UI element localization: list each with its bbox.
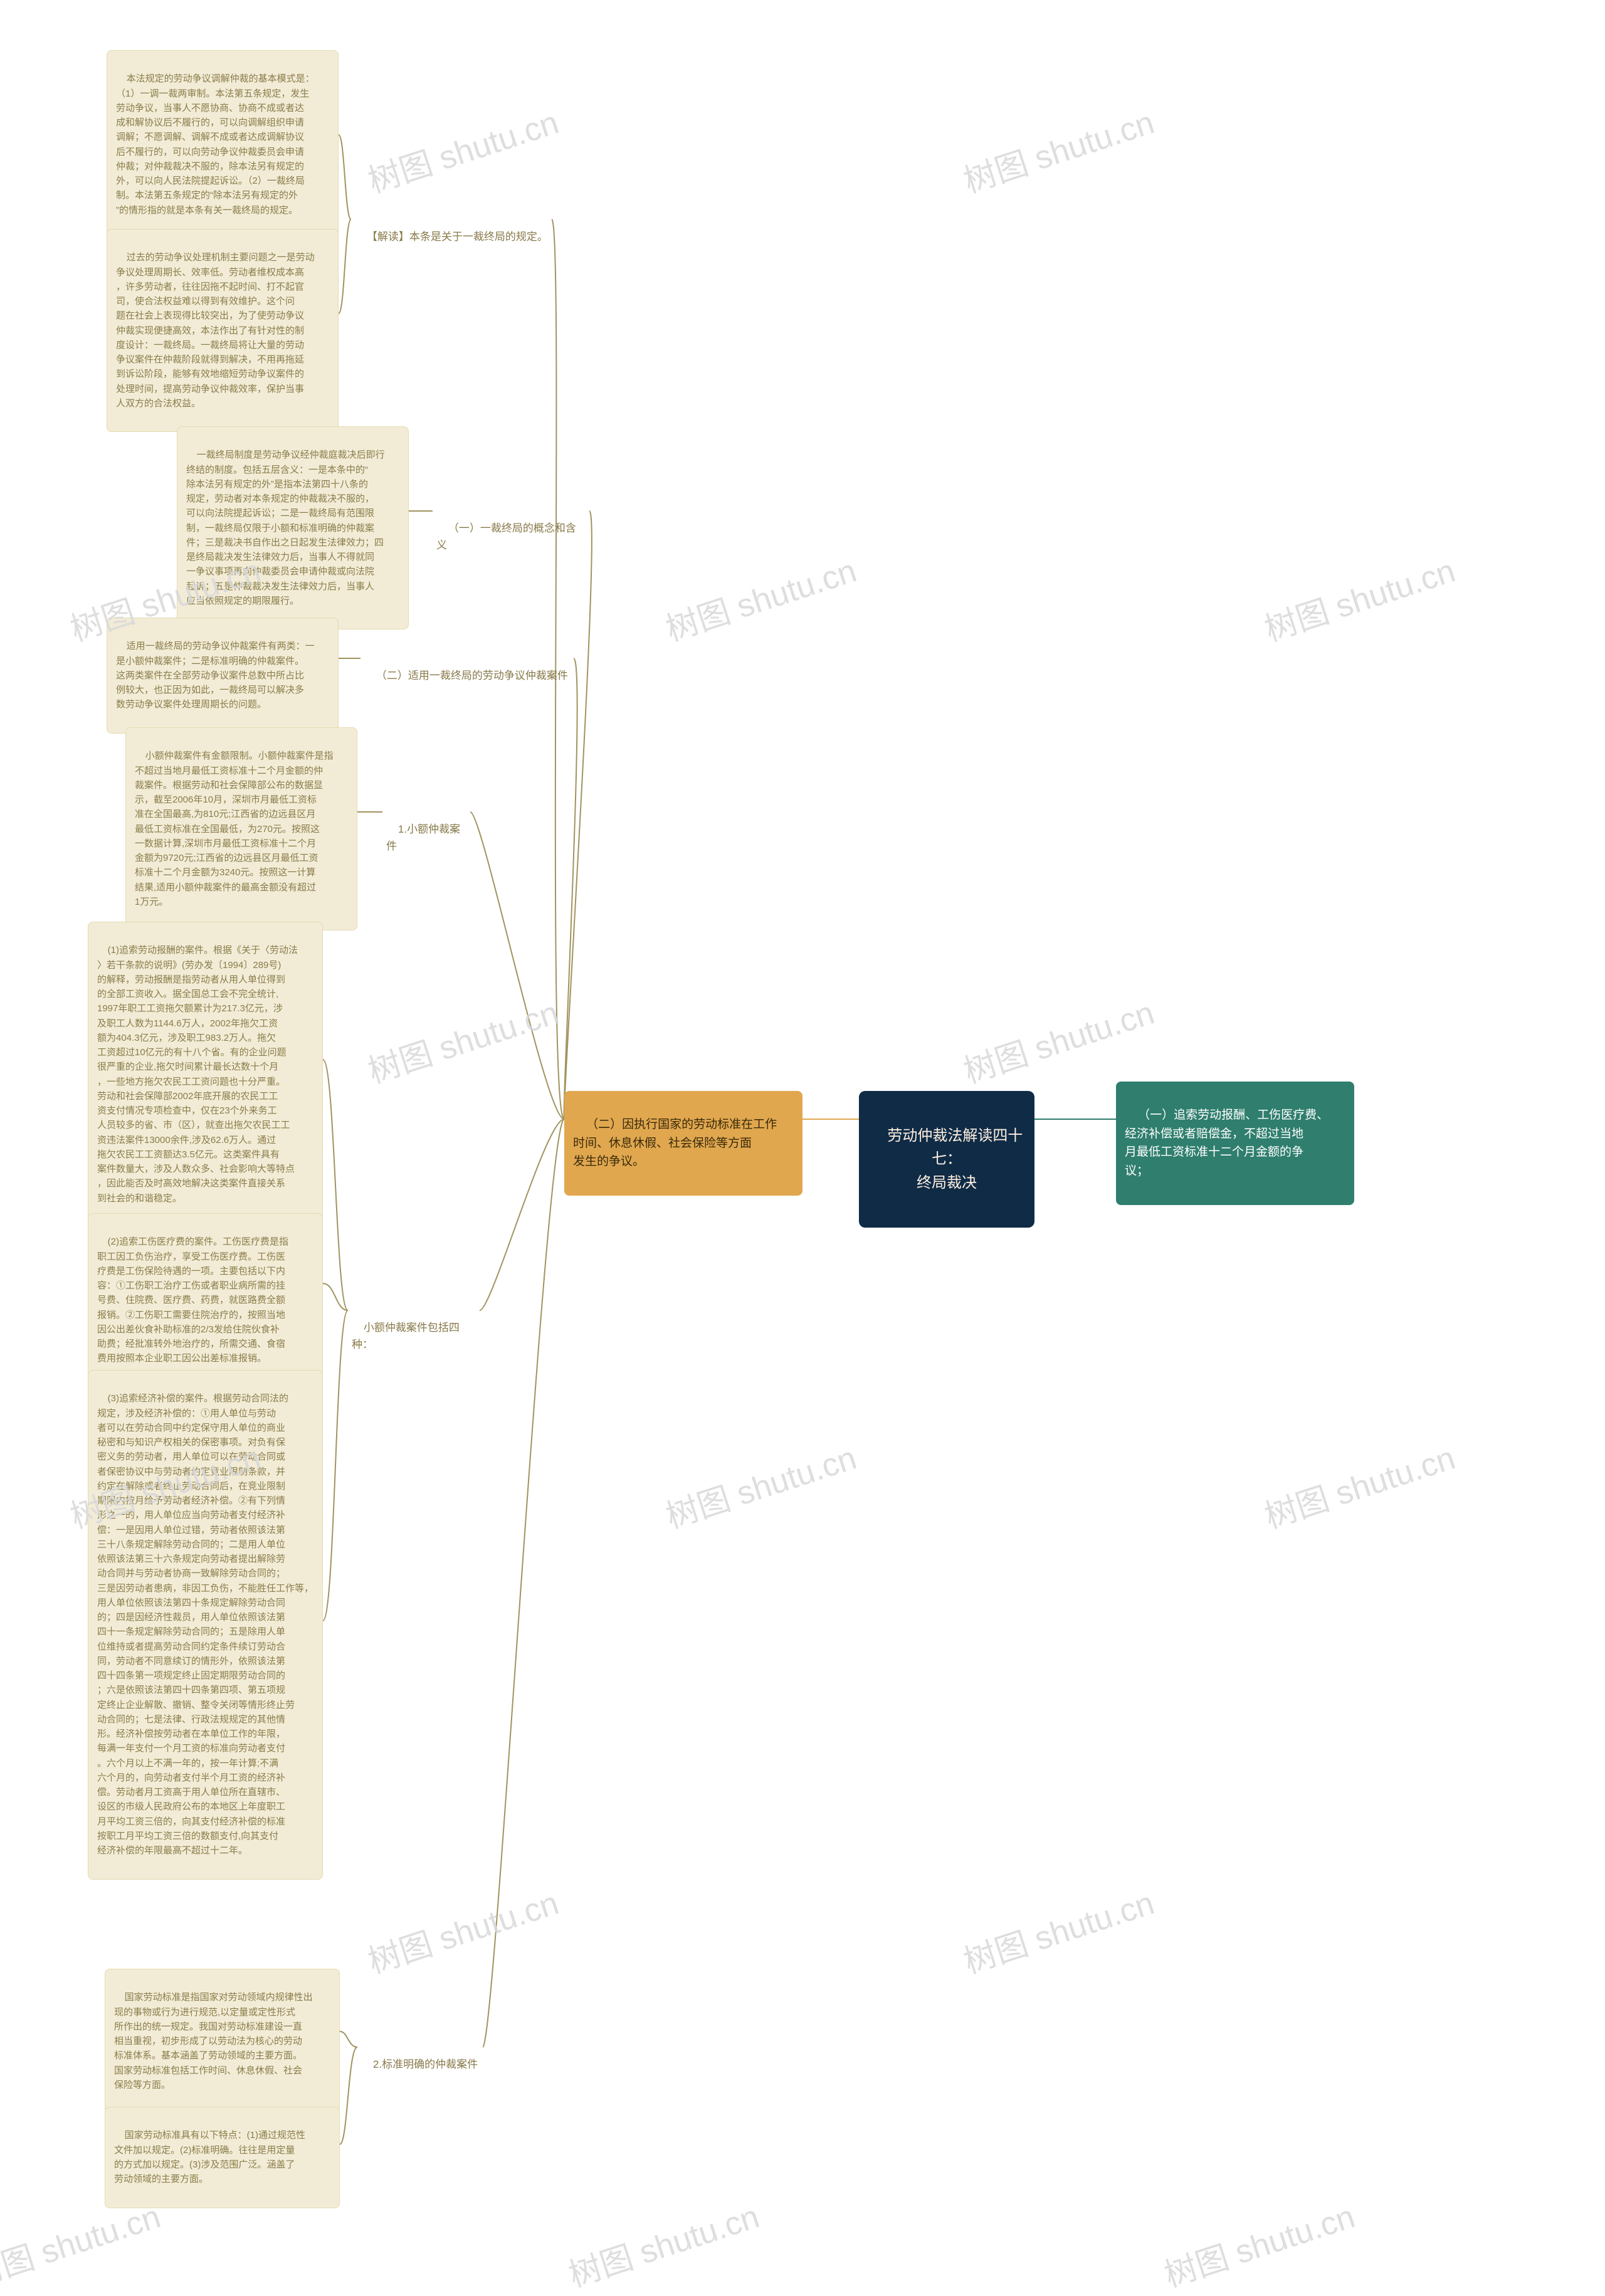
group-d-title: 1.小额仲裁案件 bbox=[382, 803, 470, 873]
group-b-title: （一）一裁终局的概念和含义 bbox=[433, 502, 589, 572]
edge-left1-d bbox=[470, 812, 564, 1119]
edge-f-leaf1 bbox=[340, 2031, 357, 2047]
leaf-e1-text: (1)追索劳动报酬的案件。根据《关于〈劳动法 〉若干条款的说明》(劳办发〔199… bbox=[97, 945, 298, 1203]
mindmap-canvas: 劳动仲裁法解读四十七： 终局裁决 （一）追索劳动报酬、工伤医疗费、 经济补偿或者… bbox=[0, 0, 1605, 2240]
edge-e-leaf3 bbox=[323, 1310, 348, 1621]
group-c-title: （二）适用一裁终局的劳动争议仲裁案件 bbox=[360, 649, 574, 703]
watermark-text: 树图 shutu.cn bbox=[361, 986, 564, 1092]
leaf-e3: (3)追索经济补偿的案件。根据劳动合同法的 规定，涉及经济补偿的：①用人单位与劳… bbox=[88, 1370, 323, 1880]
edge-e-leaf1 bbox=[323, 1060, 348, 1310]
watermark-text: 树图 shutu.cn bbox=[957, 986, 1159, 1092]
root-node: 劳动仲裁法解读四十七： 终局裁决 bbox=[859, 1091, 1034, 1228]
watermark-text: 树图 shutu.cn bbox=[957, 1877, 1159, 1983]
watermark-text: 树图 shutu.cn bbox=[562, 2190, 764, 2296]
leaf-c1-text: 适用一裁终局的劳动争议仲裁案件有两类：一 是小额仲裁案件；二是标准明确的仲裁案件… bbox=[116, 641, 315, 710]
watermark-text: 树图 shutu.cn bbox=[659, 544, 861, 650]
group-c-title-label: （二）适用一裁终局的劳动争议仲裁案件 bbox=[376, 670, 568, 682]
branch-right-1-label: （一）追索劳动报酬、工伤医疗费、 经济补偿或者赔偿金，不超过当地 月最低工资标准… bbox=[1125, 1109, 1329, 1177]
leaf-f1-text: 国家劳动标准是指国家对劳动领域内规律性出 现的事物或行为进行规范,以定量或定性形… bbox=[114, 1992, 313, 2090]
watermark-text: 树图 shutu.cn bbox=[957, 96, 1159, 202]
leaf-e2: (2)追索工伤医疗费的案件。工伤医疗费是指 职工因工负伤治疗，享受工伤医疗费。工… bbox=[88, 1213, 323, 1388]
group-a-title: 【解读】本条是关于一裁终局的规定。 bbox=[351, 210, 552, 265]
leaf-a2: 过去的劳动争议处理机制主要问题之一是劳动 争议处理周期长、效率低。劳动者维权成本… bbox=[107, 229, 339, 432]
leaf-a2-text: 过去的劳动争议处理机制主要问题之一是劳动 争议处理周期长、效率低。劳动者维权成本… bbox=[116, 252, 315, 409]
leaf-a1-text: 本法规定的劳动争议调解仲裁的基本模式是： （1）一调一裁两审制。本法第五条规定，… bbox=[116, 73, 315, 215]
group-a-title-label: 【解读】本条是关于一裁终局的规定。 bbox=[367, 231, 548, 243]
edge-f-leaf2 bbox=[340, 2047, 357, 2144]
edge-a-leaf2 bbox=[339, 219, 351, 313]
group-f-title-label: 2.标准明确的仲裁案件 bbox=[373, 2058, 478, 2070]
leaf-b1: 一裁终局制度是劳动争议经仲裁庭裁决后即行 终结的制度。包括五层含义：一是本条中的… bbox=[177, 426, 409, 629]
leaf-d1: 小额仲裁案件有金额限制。小额仲裁案件是指 不超过当地月最低工资标准十二个月金额的… bbox=[125, 727, 357, 930]
leaf-c1: 适用一裁终局的劳动争议仲裁案件有两类：一 是小额仲裁案件；二是标准明确的仲裁案件… bbox=[107, 618, 339, 734]
branch-right-1: （一）追索劳动报酬、工伤医疗费、 经济补偿或者赔偿金，不超过当地 月最低工资标准… bbox=[1116, 1082, 1354, 1205]
leaf-e2-text: (2)追索工伤医疗费的案件。工伤医疗费是指 职工因工负伤治疗，享受工伤医疗费。工… bbox=[97, 1236, 288, 1364]
leaf-f1: 国家劳动标准是指国家对劳动领域内规律性出 现的事物或行为进行规范,以定量或定性形… bbox=[105, 1969, 340, 2114]
watermark-text: 树图 shutu.cn bbox=[361, 1877, 564, 1983]
leaf-a1: 本法规定的劳动争议调解仲裁的基本模式是： （1）一调一裁两审制。本法第五条规定，… bbox=[107, 50, 339, 239]
edge-a-leaf1 bbox=[339, 135, 351, 219]
edge-left1-b bbox=[564, 511, 592, 1119]
group-e-title: 小额仲裁案件包括四种： bbox=[348, 1301, 480, 1372]
group-f-title: 2.标准明确的仲裁案件 bbox=[357, 2038, 483, 2092]
edge-left1-f bbox=[483, 1119, 564, 2047]
group-d-title-label: 1.小额仲裁案件 bbox=[386, 823, 460, 851]
leaf-e1: (1)追索劳动报酬的案件。根据《关于〈劳动法 〉若干条款的说明》(劳办发〔199… bbox=[88, 922, 323, 1227]
group-e-title-label: 小额仲裁案件包括四种： bbox=[352, 1322, 460, 1350]
leaf-e3-text: (3)追索经济补偿的案件。根据劳动合同法的 规定，涉及经济补偿的：①用人单位与劳… bbox=[97, 1393, 313, 1856]
leaf-f2-text: 国家劳动标准具有以下特点：(1)通过规范性 文件加以规定。(2)标准明确。往往是… bbox=[114, 2130, 305, 2184]
edge-left1-e bbox=[480, 1119, 564, 1310]
group-b-title-label: （一）一裁终局的概念和含义 bbox=[436, 522, 576, 550]
watermark-text: 树图 shutu.cn bbox=[1258, 1431, 1460, 1537]
leaf-b1-text: 一裁终局制度是劳动争议经仲裁庭裁决后即行 终结的制度。包括五层含义：一是本条中的… bbox=[186, 450, 385, 606]
watermark-text: 树图 shutu.cn bbox=[659, 1431, 861, 1537]
watermark-text: 树图 shutu.cn bbox=[1157, 2190, 1360, 2296]
watermark-text: 树图 shutu.cn bbox=[1258, 544, 1460, 650]
watermark-text: 树图 shutu.cn bbox=[361, 96, 564, 202]
root-label: 劳动仲裁法解读四十七： 终局裁决 bbox=[887, 1127, 1023, 1191]
branch-left-1-label: （二）因执行国家的劳动标准在工作 时间、休息休假、社会保险等方面 发生的争议。 bbox=[573, 1118, 777, 1168]
edge-e-leaf2 bbox=[323, 1283, 348, 1310]
leaf-d1-text: 小额仲裁案件有金额限制。小额仲裁案件是指 不超过当地月最低工资标准十二个月金额的… bbox=[135, 750, 334, 907]
leaf-f2: 国家劳动标准具有以下特点：(1)通过规范性 文件加以规定。(2)标准明确。往往是… bbox=[105, 2107, 340, 2208]
branch-left-1: （二）因执行国家的劳动标准在工作 时间、休息休假、社会保险等方面 发生的争议。 bbox=[564, 1091, 802, 1196]
edge-left1-c bbox=[564, 658, 577, 1119]
